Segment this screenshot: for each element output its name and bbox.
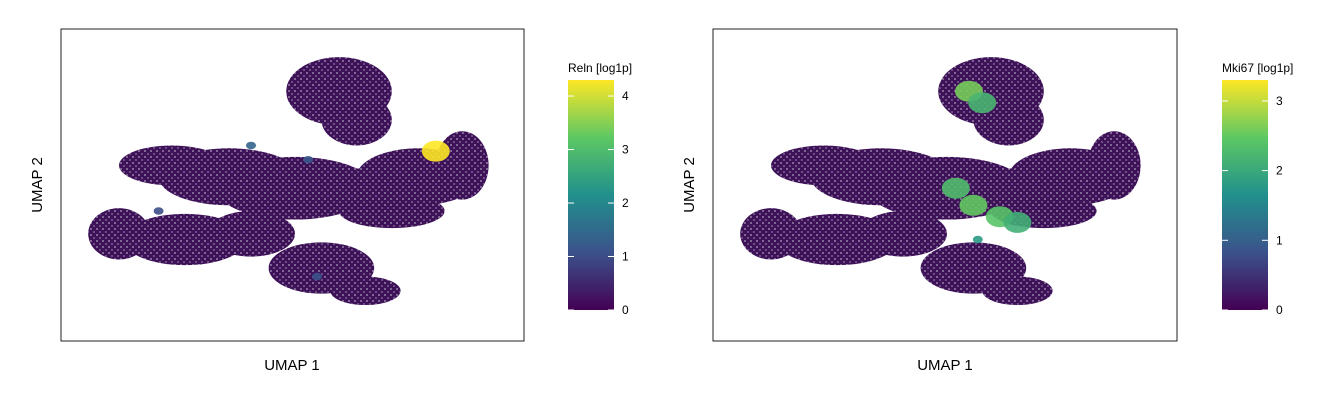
cell-cluster: [859, 211, 947, 257]
panel-1: UMAP 1 UMAP 2 Reln [log1p] 0 1 2 3 4: [29, 28, 632, 374]
panel-2: UMAP 1 UMAP 2 Mki67 [log1p] 0 1 2 3: [681, 28, 1293, 374]
expression-hotspot: [421, 140, 450, 162]
expression-hotspot: [1003, 211, 1032, 233]
colorbar-tick-label: 1: [1276, 233, 1283, 247]
x-axis-label: UMAP 1: [264, 357, 320, 374]
expression-hotspot: [312, 272, 322, 281]
colorbar-tick-label: 3: [1276, 94, 1283, 108]
colorbar-gradient: [568, 80, 614, 310]
cell-cluster: [207, 211, 295, 257]
colorbar-tick-label: 0: [1276, 303, 1283, 317]
colorbar-tick-label: 2: [622, 196, 629, 210]
expression-hotspot: [972, 235, 983, 244]
y-axis-label: UMAP 2: [29, 157, 46, 213]
colorbar-tick-label: 3: [622, 143, 629, 157]
colorbar-tick-label: 4: [622, 89, 629, 103]
colorbar: Mki67 [log1p] 0 1 2 3: [1222, 61, 1293, 317]
x-axis-label: UMAP 1: [917, 357, 973, 374]
expression-hotspot: [968, 92, 997, 114]
colorbar-title: Reln [log1p]: [568, 61, 632, 75]
colorbar: Reln [log1p] 0 1 2 3 4: [568, 61, 632, 317]
colorbar-tick-label: 0: [622, 303, 629, 317]
colorbar-tick-label: 2: [1276, 164, 1283, 178]
expression-hotspot: [959, 194, 988, 216]
expression-hotspot: [246, 141, 256, 150]
cell-cluster: [339, 193, 445, 229]
expression-hotspot: [153, 207, 164, 215]
colorbar-tick-label: 1: [622, 250, 629, 264]
expression-hotspot: [941, 177, 970, 199]
cell-cluster: [330, 276, 401, 306]
y-axis-label: UMAP 2: [681, 157, 698, 213]
umap-cloud: [88, 57, 489, 306]
expression-hotspot: [303, 155, 314, 164]
colorbar-gradient: [1222, 80, 1268, 310]
cell-cluster: [982, 276, 1053, 306]
cell-cluster: [1087, 131, 1141, 200]
hotspots: [941, 80, 1032, 244]
cell-cluster: [435, 131, 489, 200]
colorbar-title: Mki67 [log1p]: [1222, 61, 1293, 75]
hotspots: [153, 140, 450, 281]
cell-cluster: [321, 94, 392, 146]
